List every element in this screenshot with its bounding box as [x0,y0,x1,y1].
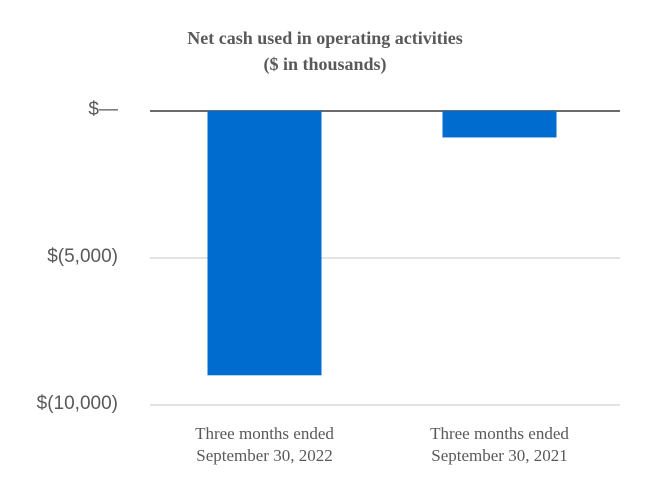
y-tick-label: $(10,000) [36,393,118,414]
x-tick-label-line: September 30, 2021 [431,446,568,465]
chart-title: Net cash used in operating activities [187,28,463,48]
bar [442,111,557,138]
chart-subtitle: ($ in thousands) [263,54,387,74]
y-tick-label: $— [88,99,118,120]
x-tick-label-line: Three months ended [430,424,569,443]
bar [207,111,322,376]
x-tick-label-line: September 30, 2022 [196,446,333,465]
x-tick-label-line: Three months ended [195,424,334,443]
x-tick-label: Three months ended September 30, 2021 [400,423,600,467]
x-tick-label: Three months ended September 30, 2022 [165,423,365,467]
y-tick-label: $(5,000) [47,246,118,267]
